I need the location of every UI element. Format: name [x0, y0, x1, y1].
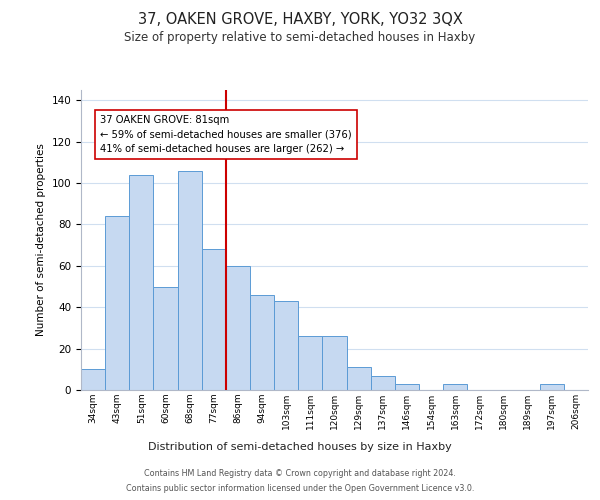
Bar: [81, 370, 105, 390]
Bar: [178, 170, 202, 390]
Y-axis label: Number of semi-detached properties: Number of semi-detached properties: [36, 144, 46, 336]
Bar: [226, 266, 250, 390]
Bar: [250, 295, 274, 390]
Text: 37 OAKEN GROVE: 81sqm
← 59% of semi-detached houses are smaller (376)
41% of sem: 37 OAKEN GROVE: 81sqm ← 59% of semi-deta…: [100, 115, 352, 154]
Text: Contains HM Land Registry data © Crown copyright and database right 2024.: Contains HM Land Registry data © Crown c…: [144, 469, 456, 478]
Bar: [347, 367, 371, 390]
Text: Distribution of semi-detached houses by size in Haxby: Distribution of semi-detached houses by …: [148, 442, 452, 452]
Bar: [371, 376, 395, 390]
Bar: [540, 384, 564, 390]
Bar: [154, 286, 178, 390]
Bar: [202, 250, 226, 390]
Text: 37, OAKEN GROVE, HAXBY, YORK, YO32 3QX: 37, OAKEN GROVE, HAXBY, YORK, YO32 3QX: [137, 12, 463, 28]
Bar: [129, 175, 154, 390]
Text: Contains public sector information licensed under the Open Government Licence v3: Contains public sector information licen…: [126, 484, 474, 493]
Bar: [443, 384, 467, 390]
Bar: [298, 336, 322, 390]
Bar: [322, 336, 347, 390]
Bar: [395, 384, 419, 390]
Text: Size of property relative to semi-detached houses in Haxby: Size of property relative to semi-detach…: [124, 31, 476, 44]
Bar: [274, 301, 298, 390]
Bar: [105, 216, 129, 390]
